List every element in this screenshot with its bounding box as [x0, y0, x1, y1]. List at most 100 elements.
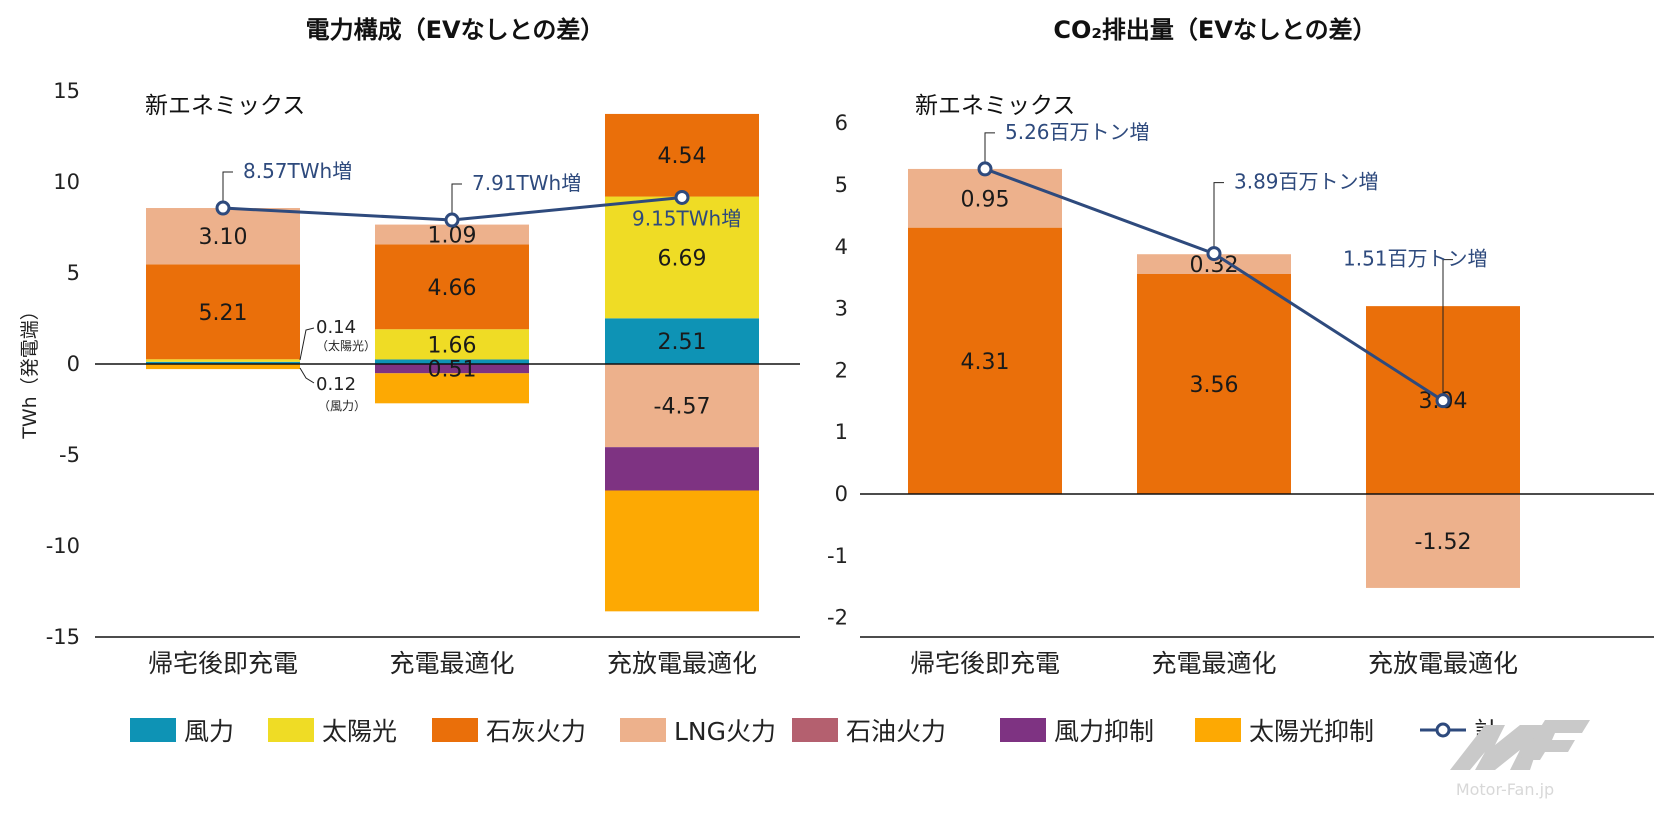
co2-bars [908, 168, 1520, 588]
power-mix-bar-segment [375, 373, 529, 404]
power-mix-bar-segment [375, 329, 529, 360]
watermark: Motor-Fan.jp [1450, 720, 1590, 799]
legend: 風力太陽光石灰火力LNG火力石油火力風力抑制太陽光抑制計 [130, 717, 1499, 746]
callout-wind-value: 0.12 [316, 374, 356, 395]
co2-category-label: 充放電最適化 [1368, 649, 1518, 678]
co2-subtitle: 新エネミックス [915, 93, 1075, 119]
legend-swatch [1000, 718, 1046, 742]
power-mix-segment-label: 0.51 [428, 358, 477, 383]
power-mix-category-label: 充電最適化 [389, 649, 514, 678]
power-mix-total-line: 8.57TWh増 7.91TWh増 9.15TWh増 [215, 159, 741, 230]
power-mix-bars [146, 113, 759, 612]
power-mix-bar-segment [146, 359, 300, 362]
co2-segment-label: 0.95 [961, 187, 1010, 212]
co2-total-label: 3.89百万トン増 [1234, 170, 1379, 194]
power-mix-bar-segment [146, 364, 300, 370]
power-mix-total-label: 8.57TWh増 [243, 159, 352, 183]
power-mix-segment-label: 6.69 [658, 246, 707, 271]
power-mix-bar-segment [375, 224, 529, 245]
power-mix-y-ticks: 15 10 5 0 -5 -10 -15 [46, 79, 80, 649]
legend-swatch [620, 718, 666, 742]
co2-bar-segment [1366, 494, 1520, 588]
co2-total-point [977, 161, 993, 177]
power-mix-bar-segment [146, 264, 300, 360]
callout-solar-value: 0.14 [316, 317, 356, 338]
power-mix-bar-segment [146, 208, 300, 265]
power-mix-bar-segment [605, 364, 759, 448]
co2-y-tick-label: 0 [835, 482, 848, 506]
power-mix-bar-segment [146, 361, 300, 364]
power-mix-segment-labels: 3.10 5.21 1.09 4.66 1.660.51 4.54 6.69 2.51 -4.5… [199, 144, 711, 419]
legend-label: 風力抑制 [1054, 717, 1154, 746]
co2-segment-label: 3.56 [1190, 373, 1239, 398]
power-mix-bar-segment [605, 318, 759, 364]
power-mix-chart: 電力構成（EVなしとの差） 新エネミックス TWh（発電端） 15 10 5 0 -5 -… [19, 16, 800, 678]
co2-y-tick-label: 6 [835, 111, 848, 135]
power-mix-segment-label: 1.09 [428, 224, 477, 249]
power-mix-y-tick-label: 0 [67, 352, 80, 376]
legend-swatch [792, 718, 838, 742]
power-mix-segment-label: 4.54 [658, 144, 707, 169]
power-mix-categories: 帰宅後即充電 充電最適化 充放電最適化 [148, 649, 757, 678]
power-mix-segment-label: 2.51 [658, 330, 707, 355]
co2-y-ticks: 6 5 4 3 2 1 0 -1 -2 [827, 111, 848, 629]
co2-bar-segment [1137, 273, 1291, 494]
power-mix-y-tick-label: -15 [46, 625, 80, 649]
co2-total-leader [984, 132, 995, 169]
power-mix-y-tick-label: 10 [53, 170, 80, 194]
watermark-text: Motor-Fan.jp [1456, 780, 1554, 799]
legend-label: 石灰火力 [486, 717, 586, 746]
legend-swatch [130, 718, 176, 742]
legend-marker [1435, 722, 1451, 738]
power-mix-category-label: 帰宅後即充電 [148, 649, 298, 678]
co2-y-tick-label: 1 [835, 420, 848, 444]
power-mix-segment-label: 3.10 [199, 225, 248, 250]
power-mix-bar-segment [605, 196, 759, 319]
power-mix-y-tick-label: 5 [67, 261, 80, 285]
co2-chart: CO₂排出量（EVなしとの差） 新エネミックス 6 5 4 3 2 1 0 -1 -2 0.95… [827, 16, 1654, 678]
co2-total-point [1435, 393, 1451, 409]
power-mix-y-axis-label: TWh（発電端） [19, 301, 41, 439]
co2-total-label: 1.51百万トン増 [1343, 247, 1488, 271]
power-mix-segment-label: 4.66 [428, 276, 477, 301]
power-mix-total-leader [222, 171, 233, 209]
co2-total-leader [1442, 259, 1453, 401]
legend-swatch [1195, 718, 1241, 742]
power-mix-total-point [674, 189, 690, 205]
power-mix-y-tick-label: 15 [53, 79, 80, 103]
power-mix-subtitle: 新エネミックス [145, 93, 305, 119]
co2-total-leader [1213, 182, 1224, 254]
co2-segment-label: -1.52 [1415, 530, 1472, 555]
callout-wind-note: （風力） [318, 399, 366, 413]
power-mix-segment-label: 5.21 [199, 301, 248, 326]
co2-total-line: 5.26百万トン増 3.89百万トン増 1.51百万トン増 [977, 120, 1488, 409]
power-mix-title: 電力構成（EVなしとの差） [306, 16, 605, 44]
callout-solar-note: （太陽光） [316, 338, 376, 353]
co2-y-tick-label: 5 [835, 173, 848, 197]
power-mix-bar-segment [605, 490, 759, 612]
callout-leader-wind [299, 367, 315, 384]
co2-y-tick-label: 2 [835, 358, 848, 382]
power-mix-bar-segment [605, 113, 759, 197]
power-mix-total-leader [451, 183, 462, 221]
power-mix-total-point [444, 212, 460, 228]
power-mix-bar-segment [605, 447, 759, 491]
power-mix-y-tick-label: -10 [46, 534, 80, 558]
co2-bar-segment [908, 227, 1062, 494]
legend-swatch [268, 718, 314, 742]
co2-bar-segment [908, 168, 1062, 228]
legend-label: LNG火力 [674, 717, 776, 746]
power-mix-bar-segment [375, 359, 529, 364]
legend-swatch [432, 718, 478, 742]
power-mix-segment-label: -4.57 [654, 395, 711, 420]
co2-total-label: 5.26百万トン増 [1005, 120, 1150, 144]
legend-label: 太陽光 [322, 717, 397, 746]
co2-y-tick-label: -1 [827, 544, 848, 568]
co2-bar-segment [1137, 254, 1291, 274]
co2-y-tick-label: -2 [827, 606, 848, 630]
co2-total-point [1206, 246, 1222, 262]
co2-segment-label: 4.31 [961, 350, 1010, 375]
power-mix-category-label: 充放電最適化 [607, 649, 757, 678]
co2-category-label: 充電最適化 [1151, 649, 1276, 678]
